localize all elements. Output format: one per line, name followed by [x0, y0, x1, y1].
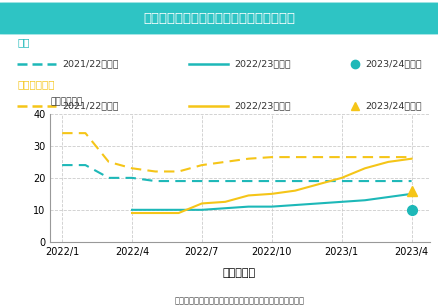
Text: 2023/24年度産: 2023/24年度産 [365, 101, 421, 111]
Text: 2021/22年度産: 2021/22年度産 [62, 101, 119, 111]
Text: （百万トン）: （百万トン） [50, 97, 82, 106]
Text: （出所：米農務省より住友商事グローバルリサーチ作成）: （出所：米農務省より住友商事グローバルリサーチ作成） [174, 296, 304, 305]
Text: 2022/23年度産: 2022/23年度産 [234, 59, 290, 68]
Text: 2021/22年度産: 2021/22年度産 [62, 59, 119, 68]
Text: 2023/24年度産: 2023/24年度産 [365, 59, 421, 68]
FancyBboxPatch shape [0, 3, 438, 34]
Text: 米国農務省によるウクライナ穀物輸出予測: 米国農務省によるウクライナ穀物輸出予測 [143, 12, 295, 25]
Text: 2022/23年度産: 2022/23年度産 [234, 101, 290, 111]
Text: 予測公表月: 予測公表月 [222, 268, 255, 278]
Text: トウモロコシ: トウモロコシ [17, 79, 55, 89]
Text: 小麦: 小麦 [17, 37, 30, 47]
